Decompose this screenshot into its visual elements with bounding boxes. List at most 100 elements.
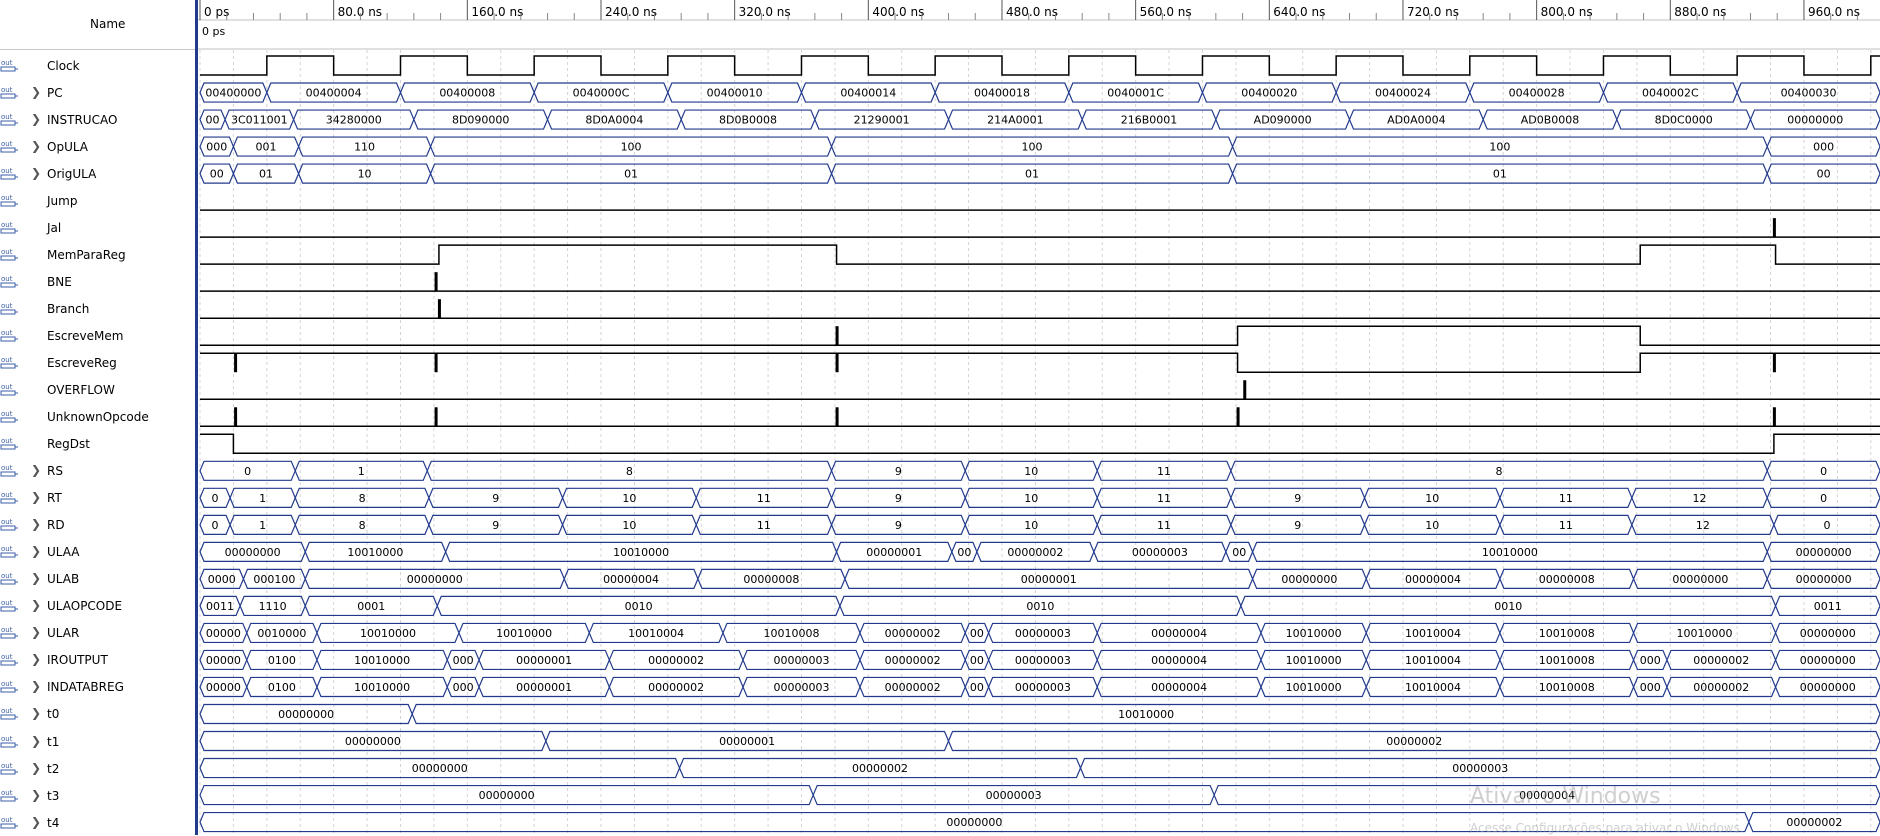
bus-segment: 1 (229, 514, 296, 535)
expand-arrow-icon[interactable]: ❯ (31, 517, 42, 532)
waveform-ulaa[interactable]: 00000000 10010000 10010000 00000001 00 000000… (199, 541, 1880, 562)
waveform-rs[interactable]: 0 1 8 9 10 11 8 0 (199, 460, 1880, 481)
signal-row-unknownopcode[interactable]: out UnknownOpcode (0, 403, 195, 430)
waveform-ular[interactable]: 00000 0010000 10010000 10010000 10010004 1001… (199, 622, 1880, 644)
signal-row-overflow[interactable]: out OVERFLOW (0, 376, 195, 403)
signal-row-rd[interactable]: out ❯ RD (0, 511, 195, 538)
waveform-pc[interactable]: 00400000 00400004 00400008 0040000C 00400010… (199, 82, 1880, 103)
waveform-indatabreg[interactable]: 00000 0100 10010000 000 00000001 00000002 0000… (199, 676, 1880, 698)
signal-row-jump[interactable]: out Jump (0, 187, 195, 214)
waveform-rd[interactable]: 0 1 8 9 10 11 9 10 11 9 10 11 12 0 (199, 514, 1880, 535)
waveform-jal[interactable] (200, 218, 1880, 238)
signal-name: IROUTPUT (47, 653, 108, 668)
waveform-canvas[interactable]: 0 ps 80.0 ns 160.0 ns 240.0 ns 320.0 ns 400.0… (198, 0, 1880, 835)
expand-arrow-icon[interactable]: ❯ (31, 463, 42, 478)
waveform-instrucao[interactable]: 00 3C011001 34280000 8D090000 8D0A0004 8D0B00… (199, 109, 1880, 130)
signal-row-indatabreg[interactable]: out ❯ INDATABREG (0, 673, 195, 700)
waveform-opula[interactable]: 000 001 110 100 100 100 000 (199, 136, 1880, 157)
signal-row-pc[interactable]: out ❯ PC (0, 79, 195, 106)
waveform-overflow[interactable] (200, 380, 1880, 401)
expand-arrow-icon[interactable]: ❯ (31, 814, 42, 829)
expand-arrow-icon[interactable]: ❯ (31, 679, 42, 694)
signal-row-instrucao[interactable]: out ❯ INSTRUCAO (0, 106, 195, 133)
waveform-iroutput[interactable]: 00000 0100 10010000 000 00000001 00000002 0000… (199, 649, 1880, 671)
waveform-t1[interactable]: 00000000 00000001 00000002 (199, 730, 1880, 752)
signal-name: t4 (47, 815, 60, 830)
output-pin-icon: out (0, 275, 18, 288)
expand-arrow-icon[interactable]: ❯ (31, 139, 42, 154)
waveform-t4[interactable]: 00000000 00000002 (199, 811, 1880, 833)
bus-value: 00000001 (1021, 573, 1077, 586)
waveform-t3[interactable]: 00000000 00000003 00000004 (199, 784, 1880, 806)
waveform-clock[interactable] (200, 55, 1880, 76)
expand-arrow-icon[interactable]: ❯ (31, 652, 42, 667)
bus-segment: 0100 (246, 649, 318, 671)
expand-arrow-icon[interactable]: ❯ (31, 490, 42, 505)
expand-arrow-icon[interactable]: ❯ (31, 544, 42, 559)
signal-row-regdst[interactable]: out RegDst (0, 430, 195, 457)
waveform-regdst[interactable] (200, 433, 1880, 455)
waveform-t2[interactable]: 00000000 00000002 00000003 (199, 757, 1880, 779)
panel-splitter[interactable] (195, 0, 198, 835)
bus-segment: 0 (1766, 487, 1880, 508)
expand-arrow-icon[interactable]: ❯ (31, 787, 42, 802)
bus-segment: 34280000 (292, 109, 415, 130)
signal-row-t2[interactable]: out ❯ t2 (0, 755, 195, 782)
expand-arrow-icon[interactable]: ❯ (31, 706, 42, 721)
signal-row-t1[interactable]: out ❯ t1 (0, 728, 195, 755)
waveform-bne[interactable] (200, 272, 1880, 292)
expand-arrow-icon[interactable]: ❯ (31, 598, 42, 613)
expand-arrow-icon[interactable]: ❯ (31, 166, 42, 181)
bus-value: 00000002 (885, 654, 941, 667)
bus-value: 0010 (625, 600, 653, 613)
signal-row-ulaa[interactable]: out ❯ ULAA (0, 538, 195, 565)
signal-row-origula[interactable]: out ❯ OrigULA (0, 160, 195, 187)
bus-value: 0010000 (257, 627, 306, 640)
waveform-escrevemem[interactable] (200, 325, 1880, 346)
name-column-header[interactable]: Name (0, 0, 195, 50)
signal-row-t0[interactable]: out ❯ t0 (0, 700, 195, 727)
waveform-rt[interactable]: 0 1 8 9 10 11 9 10 11 9 10 11 12 0 (199, 487, 1880, 508)
waveform-branch[interactable] (200, 299, 1880, 319)
time-ruler[interactable]: 0 ps 80.0 ns 160.0 ns 240.0 ns 320.0 ns 400.0… (198, 0, 1880, 50)
signal-row-jal[interactable]: out Jal (0, 214, 195, 241)
signal-row-t4[interactable]: out ❯ t4 (0, 809, 195, 836)
waveform-unknownopcode[interactable] (200, 407, 1880, 428)
bus-segment: 10 (964, 460, 1098, 481)
expand-arrow-icon[interactable]: ❯ (31, 760, 42, 775)
expand-arrow-icon[interactable]: ❯ (31, 112, 42, 127)
svg-text:out: out (1, 545, 13, 553)
svg-text:out: out (1, 167, 13, 175)
waveform-origula[interactable]: 00 01 10 01 01 01 00 (199, 163, 1880, 184)
signal-row-clock[interactable]: out Clock (0, 52, 195, 79)
signal-row-memparareg[interactable]: out MemParaReg (0, 241, 195, 268)
waveform-memparareg[interactable] (200, 244, 1880, 265)
signal-row-t3[interactable]: out ❯ t3 (0, 782, 195, 809)
signal-row-ular[interactable]: out ❯ ULAR (0, 619, 195, 646)
glitch-pulse (434, 272, 438, 292)
bus-value: 11 (757, 519, 771, 532)
expand-arrow-icon[interactable]: ❯ (31, 625, 42, 640)
bus-value: 0011 (1814, 600, 1842, 613)
expand-arrow-icon[interactable]: ❯ (31, 733, 42, 748)
signal-row-rs[interactable]: out ❯ RS (0, 457, 195, 484)
signal-row-escrevemem[interactable]: out EscreveMem (0, 322, 195, 349)
signal-row-ulaopcode[interactable]: out ❯ ULAOPCODE (0, 592, 195, 619)
expand-arrow-icon[interactable]: ❯ (31, 85, 42, 100)
waveform-t0[interactable]: 00000000 10010000 (199, 703, 1880, 725)
signal-row-rt[interactable]: out ❯ RT (0, 484, 195, 511)
signal-row-opula[interactable]: out ❯ OpULA (0, 133, 195, 160)
waveform-escrevereg[interactable] (200, 352, 1880, 373)
waveform-ulaopcode[interactable]: 0011 1110 0001 0010 0010 0010 0011 (199, 595, 1880, 617)
output-pin-icon: out (0, 626, 18, 639)
bus-segment: 00400010 (667, 82, 803, 103)
expand-arrow-icon[interactable]: ❯ (31, 571, 42, 586)
signal-row-bne[interactable]: out BNE (0, 268, 195, 295)
bus-segment: 0010 (436, 595, 841, 617)
bus-segment: 00000000 (199, 784, 814, 806)
signal-row-iroutput[interactable]: out ❯ IROUTPUT (0, 646, 195, 673)
waveform-ulab[interactable]: 0000 000100 00000000 00000004 00000008 000000… (199, 568, 1880, 589)
signal-row-branch[interactable]: out Branch (0, 295, 195, 322)
signal-row-ulab[interactable]: out ❯ ULAB (0, 565, 195, 592)
signal-row-escrevereg[interactable]: out EscreveReg (0, 349, 195, 376)
